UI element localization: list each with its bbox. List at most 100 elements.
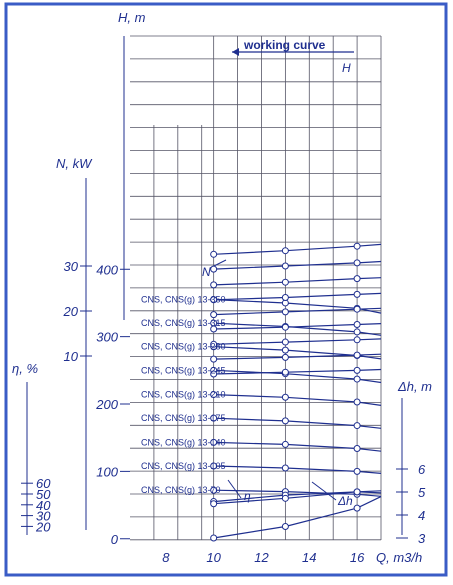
model-label: CNS, CNS(g) 13-210 <box>141 390 226 400</box>
npsh-curve <box>213 496 382 539</box>
power-working-point <box>281 294 289 301</box>
power-working-point <box>353 259 361 267</box>
efficiency-tick-label: 20 <box>35 519 51 534</box>
model-label: CNS, CNS(g) 13-105 <box>141 461 226 471</box>
head-working-point <box>281 393 289 401</box>
flow-tick-label: 10 <box>206 550 221 565</box>
power-working-point <box>281 323 289 331</box>
head-curve <box>213 369 382 384</box>
efficiency-tick-label: 50 <box>36 487 51 502</box>
power-working-point <box>353 336 361 344</box>
npsh-curve-label: Δh <box>337 494 353 508</box>
head-working-point <box>210 486 218 494</box>
power-curve <box>213 307 382 316</box>
head-curve <box>213 299 382 314</box>
power-curve <box>213 323 382 330</box>
efficiency-working-point <box>210 500 218 508</box>
head-curve-label: H <box>342 61 351 75</box>
model-label: CNS, CNS(g) 13-175 <box>141 413 226 423</box>
head-working-point <box>281 346 289 354</box>
head-working-point <box>210 438 218 446</box>
model-label: CNS, CNS(g) 13-350 <box>141 295 226 305</box>
head-working-point <box>210 462 218 470</box>
efficiency-curve <box>213 491 382 503</box>
model-label: CNS, CNS(g) 13-245 <box>141 365 226 375</box>
head-working-point <box>353 398 361 406</box>
power-working-point <box>353 305 361 313</box>
npsh-working-point <box>210 534 218 542</box>
power-working-point <box>210 250 218 258</box>
efficiency-curve <box>213 490 382 505</box>
power-curve <box>213 277 382 286</box>
head-axis-title: H, m <box>118 10 146 25</box>
efficiency-label-leader <box>227 479 242 499</box>
power-working-point <box>281 278 289 286</box>
working-curve-label: working curve <box>243 38 326 52</box>
labels: H, m N, kW η, % Δh, m Q, m3/h working cu… <box>12 10 432 565</box>
power-tick-label: 10 <box>64 349 79 364</box>
head-curve <box>213 394 382 406</box>
efficiency-axis-title: η, % <box>12 361 38 376</box>
points <box>210 242 361 542</box>
flow-tick-label: 12 <box>254 550 269 565</box>
model-label: CNS, CNS(g) 13-70 <box>141 485 221 495</box>
head-tick-label: 100 <box>96 464 118 479</box>
power-working-point <box>210 340 218 348</box>
npsh-working-point <box>353 504 361 512</box>
power-tick-label: 30 <box>64 259 79 274</box>
head-curve <box>213 441 382 452</box>
head-curve <box>213 346 382 360</box>
power-working-point <box>353 321 361 328</box>
model-label: CNS, CNS(g) 13-140 <box>141 437 226 447</box>
model-label: CNS, CNS(g) 13-280 <box>141 342 226 352</box>
power-working-point <box>281 353 289 361</box>
power-curve <box>213 338 382 345</box>
head-working-point <box>353 375 361 383</box>
power-working-point <box>210 355 218 363</box>
flow-tick-label: 16 <box>350 550 365 565</box>
power-working-point <box>210 265 218 273</box>
power-working-point <box>353 366 361 374</box>
efficiency-tick-label: 40 <box>36 498 51 513</box>
npsh-working-point <box>281 523 289 530</box>
head-working-point <box>210 391 218 399</box>
power-working-point <box>353 290 361 298</box>
model-label: CNS, CNS(g) 13-315 <box>141 318 226 328</box>
head-working-point <box>281 440 289 448</box>
head-tick-label: 200 <box>95 397 118 412</box>
head-tick-label: 400 <box>96 262 118 277</box>
power-working-point <box>210 296 218 304</box>
power-working-point <box>281 368 289 376</box>
curves <box>209 48 382 539</box>
npsh-label-leader <box>311 481 337 501</box>
power-tick-label: 20 <box>63 304 79 319</box>
head-working-point <box>210 414 218 422</box>
power-working-point <box>210 311 218 319</box>
npsh-axis-title: Δh, m <box>397 379 432 394</box>
npsh-tick-label: 4 <box>418 508 425 523</box>
head-tick-label: 0 <box>111 532 119 547</box>
working-curve-arrowhead <box>232 48 239 56</box>
head-tick-label: 300 <box>96 330 118 345</box>
head-working-point <box>353 467 361 475</box>
head-working-point <box>281 417 289 425</box>
efficiency-tick-label: 60 <box>36 476 51 491</box>
power-working-point <box>353 275 361 283</box>
npsh-tick-label: 3 <box>418 531 426 546</box>
power-curve <box>213 368 382 375</box>
head-working-point <box>353 422 361 430</box>
grid <box>130 35 382 541</box>
flow-tick-label: 14 <box>302 550 316 565</box>
head-working-point <box>353 328 361 336</box>
npsh-tick-label: 5 <box>418 485 426 500</box>
power-working-point <box>281 338 289 346</box>
power-axis-title: N, kW <box>56 156 93 171</box>
head-working-point <box>281 464 289 472</box>
head-curve <box>213 417 382 429</box>
flow-tick-label: 8 <box>162 550 170 565</box>
power-working-point <box>353 242 361 250</box>
